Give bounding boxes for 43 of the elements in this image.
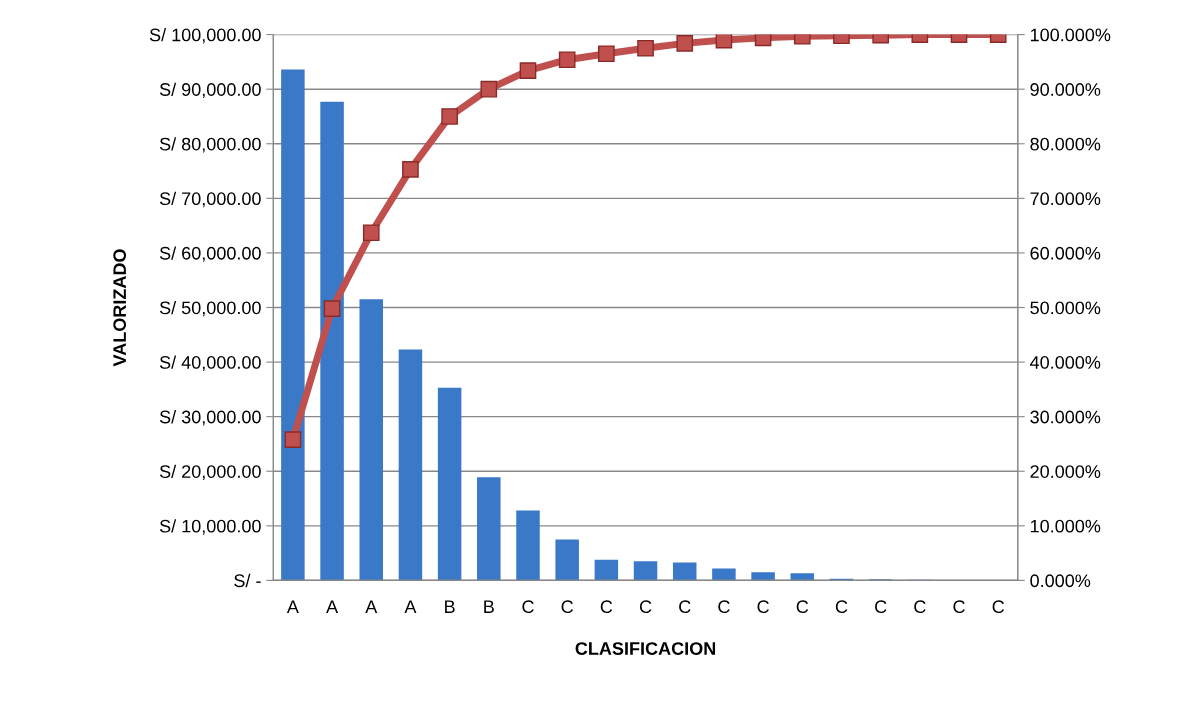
y2-tick-label: 50.000% [1030, 301, 1101, 315]
y-tick-label: S/ 100,000.00 [149, 28, 261, 44]
y2-tick-label: 80.000% [1030, 137, 1101, 151]
y-tick-label: S/ 10,000.00 [159, 519, 261, 535]
y-tick-label: S/ 40,000.00 [159, 355, 261, 371]
x-tick-label: C [992, 600, 1005, 614]
y2-tick-label: 0.000% [1030, 574, 1091, 588]
x-tick-label: C [561, 600, 574, 614]
x-tick-label: C [718, 600, 730, 614]
y2-tick-label: 20.000% [1030, 465, 1101, 478]
y2-tick-label: 90.000% [1030, 83, 1101, 96]
x-tick-label: C [835, 600, 848, 614]
x-tick-label: C [639, 600, 652, 614]
x-tick-label: A [365, 600, 378, 613]
x-tick-label: B [445, 600, 455, 613]
y2-tick-label: 60.000% [1030, 246, 1101, 260]
x-tick-label: C [522, 600, 534, 614]
x-tick-label: C [600, 600, 613, 614]
y2-tick-label: 10.000% [1030, 519, 1101, 533]
y-tick-label: S/ 80,000.00 [159, 137, 261, 153]
x-tick-label: C [757, 600, 769, 614]
y-axis-title: VALORIZADO [113, 249, 127, 367]
y-tick-label: S/ 50,000.00 [159, 300, 261, 317]
y2-tick-label: 40.000% [1030, 356, 1101, 369]
y-tick-label: S/ 60,000.00 [159, 246, 261, 262]
x-tick-label: C [953, 600, 965, 614]
x-tick-label: A [404, 600, 417, 613]
x-tick-label: C [875, 600, 887, 614]
y2-tick-label: 100.000% [1030, 28, 1111, 42]
x-tick-label: C [796, 600, 809, 614]
x-tick-label: C [914, 600, 926, 614]
x-tick-label: A [326, 600, 339, 613]
y2-tick-label: 70.000% [1030, 192, 1101, 206]
y-tick-label: S/ - [234, 573, 261, 588]
y2-tick-label: 30.000% [1030, 410, 1101, 424]
x-tick-label: B [484, 600, 494, 613]
y-tick-label: S/ 90,000.00 [159, 82, 261, 99]
y-tick-label: S/ 70,000.00 [159, 191, 261, 208]
y-tick-label: S/ 30,000.00 [159, 410, 261, 426]
x-axis-title: CLASIFICACION [575, 642, 716, 655]
x-tick-label: A [286, 600, 299, 613]
x-tick-label: C [679, 600, 691, 614]
y-tick-label: S/ 20,000.00 [159, 464, 261, 481]
